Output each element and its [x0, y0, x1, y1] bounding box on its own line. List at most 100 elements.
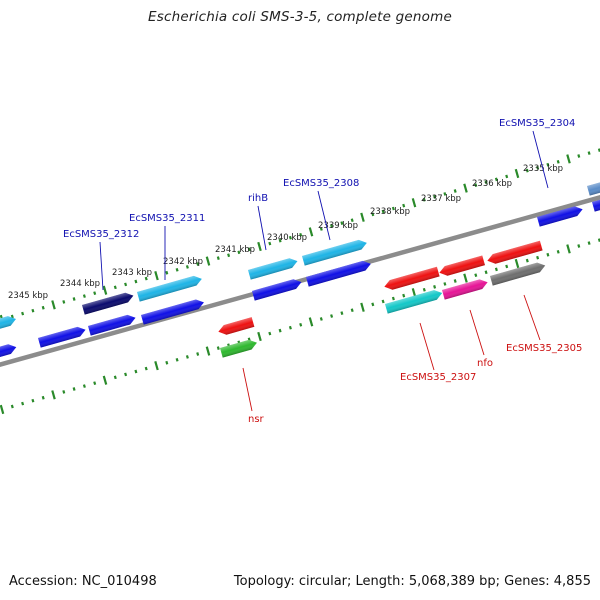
track-tick — [134, 369, 138, 374]
gene-shading — [0, 316, 16, 334]
track-tick — [433, 195, 437, 199]
gene-cds[interactable] — [587, 178, 600, 196]
track-tick — [556, 250, 560, 254]
track-tick — [10, 314, 14, 319]
gene-label[interactable]: nfo — [477, 358, 493, 369]
gene-label[interactable]: EcSMS35_2304 — [499, 118, 575, 129]
gene-cds[interactable] — [385, 288, 444, 314]
tick-label: 2342 kbp — [163, 257, 203, 267]
track-tick — [546, 162, 550, 167]
gene-shading — [490, 262, 546, 286]
gene-cds[interactable] — [0, 342, 18, 360]
track-tick — [371, 212, 375, 217]
gene-shading — [141, 299, 204, 325]
track-tick — [566, 244, 571, 254]
gene-cds[interactable] — [141, 298, 205, 325]
gene-leader-line — [419, 322, 435, 371]
gene-shading — [592, 198, 600, 212]
track-tick — [474, 273, 478, 278]
track-tick — [350, 218, 354, 223]
track-tick — [453, 279, 457, 283]
gene-label[interactable]: EcSMS35_2311 — [129, 213, 205, 224]
gene-leader-line — [317, 190, 331, 241]
gene-leader-line — [242, 367, 253, 412]
gene-cds[interactable] — [383, 266, 440, 292]
track-tick — [134, 279, 138, 284]
track-tick — [196, 352, 200, 356]
track-tick — [319, 317, 323, 321]
gene-label[interactable]: EcSMS35_2308 — [283, 178, 359, 189]
gene-label[interactable]: nsr — [248, 414, 265, 425]
gene-shading — [306, 260, 371, 287]
gene-cds[interactable] — [490, 261, 547, 286]
gene-label[interactable]: EcSMS35_2305 — [506, 343, 582, 354]
track-tick — [205, 256, 211, 266]
gene-shading — [82, 292, 134, 315]
track-tick — [484, 270, 488, 275]
track-tick — [505, 174, 509, 179]
track-tick — [102, 285, 108, 295]
track-tick — [587, 241, 591, 245]
track-tick — [411, 198, 417, 208]
track-tick — [422, 197, 426, 202]
map-title: Escherichia coli SMS-3-5, complete genom… — [148, 9, 452, 25]
gene-leader-line — [532, 130, 549, 189]
track-tick — [381, 299, 385, 304]
tick-label: 2341 kbp — [215, 245, 255, 255]
track-tick — [257, 241, 262, 252]
gene-shading — [537, 206, 583, 227]
track-tick — [330, 314, 334, 318]
tick-label: 2339 kbp — [318, 221, 358, 231]
track-tick — [21, 311, 25, 316]
track-tick — [144, 366, 148, 371]
track-tick — [93, 381, 97, 386]
gene-cds[interactable] — [248, 256, 299, 280]
gene-cds[interactable] — [438, 255, 485, 277]
track-tick — [41, 395, 45, 400]
track-tick — [227, 253, 231, 258]
track-tick — [185, 355, 189, 359]
tick-label: 2343 kbp — [112, 268, 152, 278]
track-layer — [0, 148, 600, 415]
gene-cds[interactable] — [88, 313, 137, 336]
gene-shading — [0, 344, 17, 360]
gene-cds[interactable] — [252, 277, 303, 301]
gene-cds[interactable] — [486, 240, 543, 266]
track-tick — [196, 262, 200, 266]
track-tick — [205, 346, 211, 356]
gene-cds[interactable] — [442, 277, 489, 300]
gene-cds[interactable] — [220, 338, 258, 358]
track-tick — [278, 328, 282, 333]
gene-shading — [252, 279, 302, 301]
track-tick — [422, 287, 426, 292]
gene-cds[interactable] — [137, 274, 203, 302]
track-tick — [556, 160, 560, 164]
track-tick — [577, 244, 581, 248]
gene-cds[interactable] — [306, 259, 372, 287]
track-tick — [308, 227, 314, 237]
gene-label[interactable]: EcSMS35_2312 — [63, 229, 139, 240]
gene-cds[interactable] — [302, 238, 368, 266]
track-tick — [566, 154, 571, 164]
gene-shading — [88, 314, 136, 336]
track-tick — [82, 294, 86, 298]
accession-text: Accession: NC_010498 — [9, 574, 157, 589]
gene-cds[interactable] — [38, 325, 87, 348]
track-tick — [216, 346, 220, 350]
track-tick — [247, 247, 251, 252]
gene-cds[interactable] — [217, 317, 255, 336]
gene-cds[interactable] — [0, 314, 17, 334]
track-tick — [113, 285, 117, 290]
gene-cds[interactable] — [592, 197, 600, 212]
gene-cds[interactable] — [82, 291, 135, 315]
track-tick — [165, 270, 169, 275]
track-tick — [299, 322, 303, 327]
track-tick — [257, 331, 262, 342]
gene-label[interactable]: EcSMS35_2307 — [400, 372, 476, 383]
gene-shading — [137, 275, 202, 302]
track-tick — [525, 258, 529, 263]
gene-label[interactable]: rihB — [248, 193, 268, 204]
gene-cds[interactable] — [537, 204, 584, 227]
tick-label: 2345 kbp — [8, 291, 48, 301]
track-tick — [185, 265, 189, 269]
